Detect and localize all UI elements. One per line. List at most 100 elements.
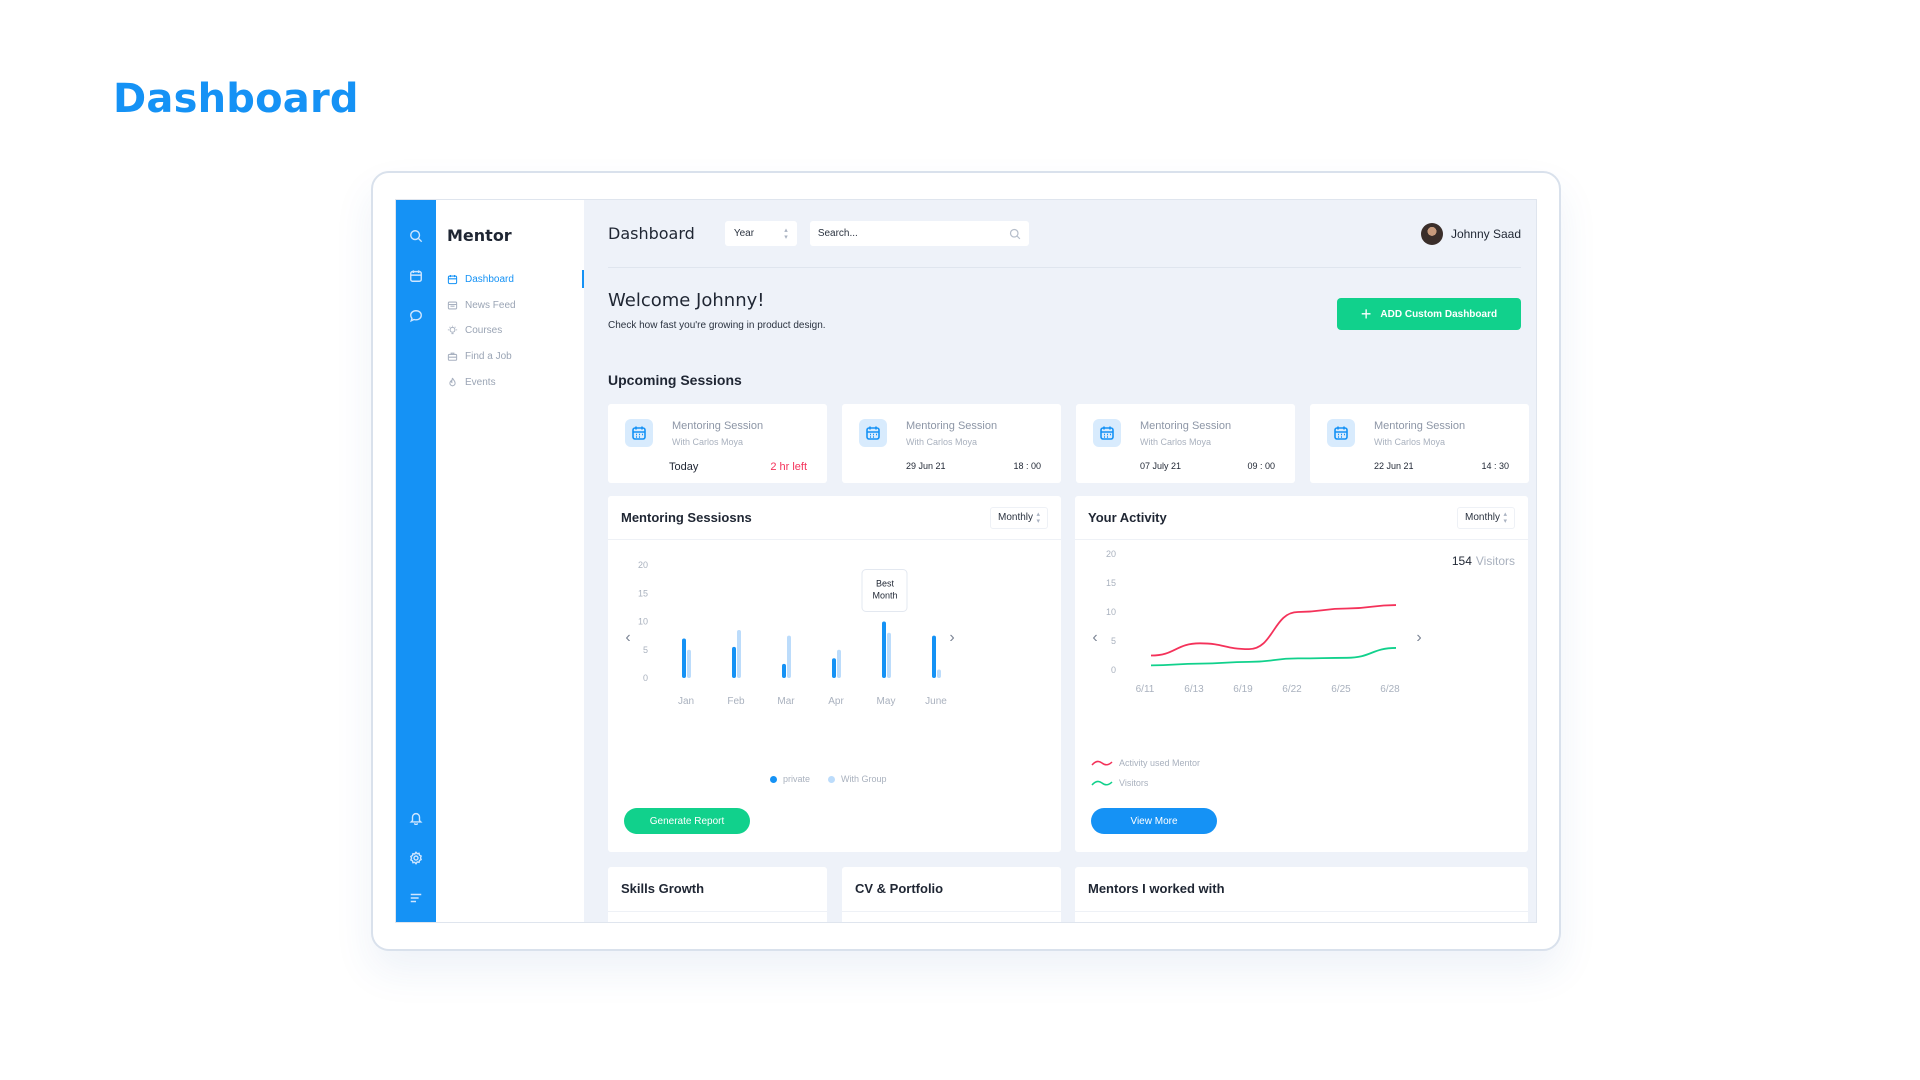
session-card[interactable]: Mentoring Session With Carlos Moya Today…	[608, 404, 827, 483]
session-title: Mentoring Session	[1374, 420, 1466, 432]
mentoring-period-select[interactable]: Monthly ▴ ▾	[990, 506, 1048, 529]
y-tick-label: 10	[1106, 607, 1116, 617]
lightbulb-icon	[447, 326, 458, 335]
sidebar-item-find-a-job[interactable]: Find a Job	[447, 344, 584, 370]
x-tick-label: Feb	[727, 696, 745, 707]
mentoring-sessions-panel: Mentoring Sessiosns Monthly ▴ ▾ 0 5 10 15 20 J…	[608, 496, 1061, 852]
x-tick-label: 6/11	[1136, 684, 1155, 695]
legend-dot-private	[770, 775, 777, 783]
session-card[interactable]: Mentoring Session With Carlos Moya 29 Ju…	[842, 404, 1061, 483]
calendar-icon	[859, 419, 887, 447]
sort-arrows-icon: ▴ ▾	[784, 226, 788, 241]
session-title: Mentoring Session	[906, 420, 998, 432]
legend-line-visitors	[1091, 780, 1113, 786]
mentoring-bar-chart: 0 5 10 15 20 Jan Feb Mar Apr May June ‹ › Best Month	[625, 560, 954, 707]
menu-icon[interactable]	[408, 890, 424, 906]
newspaper-icon	[447, 301, 458, 310]
visitors-label: Visitors	[1475, 554, 1515, 568]
x-tick-label: 6/25	[1331, 684, 1351, 695]
legend-dot-group	[828, 775, 836, 783]
search-icon[interactable]	[1009, 228, 1021, 240]
user-name: Johnny Saad	[1450, 226, 1521, 241]
tooltip-line-2: Month	[872, 591, 897, 601]
generate-report-button[interactable]: Generate Report	[624, 808, 750, 834]
session-time: 14 : 30	[1481, 461, 1509, 471]
activity-period-select[interactable]: Monthly ▴ ▾	[1457, 506, 1515, 529]
sidebar-item-courses[interactable]: Courses	[447, 318, 584, 344]
sidebar-item-news-feed[interactable]: News Feed	[447, 293, 584, 319]
period-select-value: Year	[733, 228, 755, 239]
welcome-block: Welcome Johnny! Check how fast you're gr…	[608, 290, 826, 331]
calendar-icon	[625, 419, 653, 447]
bar-with-group	[887, 632, 891, 678]
main-content: Dashboard Year ▴▾ Johnny Saad Welcome Jo…	[584, 200, 1536, 922]
gear-icon[interactable]	[408, 850, 424, 866]
session-date: 22 Jun 21	[1374, 461, 1414, 471]
add-custom-dashboard-button[interactable]: + ADD Custom Dashboard	[1337, 298, 1521, 330]
sidebar-item-label: News Feed	[465, 299, 516, 311]
session-date: 07 July 21	[1140, 461, 1182, 471]
sort-arrows-icon: ▴ ▾	[1503, 510, 1507, 525]
bar-private	[882, 621, 886, 678]
upcoming-sessions-title: Upcoming Sessions	[608, 372, 742, 388]
plus-icon: +	[1360, 304, 1372, 324]
calendar-icon[interactable]	[408, 268, 424, 284]
bar-with-group	[737, 629, 741, 678]
sidebar-item-events[interactable]: Events	[447, 369, 584, 395]
legend-line-activity	[1091, 760, 1113, 766]
session-card[interactable]: Mentoring Session With Carlos Moya 22 Ju…	[1310, 404, 1529, 483]
search-box	[809, 221, 1029, 246]
y-tick-label: 15	[638, 588, 648, 598]
bar-with-group	[687, 649, 691, 678]
best-month-tooltip	[861, 569, 908, 612]
sidebar-item-label: Courses	[465, 325, 503, 337]
search-icon[interactable]	[408, 228, 424, 244]
x-tick-label: Mar	[777, 696, 795, 707]
flame-icon	[449, 377, 456, 386]
x-tick-label: 6/22	[1282, 684, 1302, 695]
legend-label-visitors: Visitors	[1119, 778, 1149, 788]
view-more-button[interactable]: View More	[1091, 808, 1217, 834]
x-tick-label: Jan	[678, 696, 694, 707]
session-date: 29 Jun 21	[906, 461, 946, 471]
app-window: Mentor Dashboard News Feed Courses Find …	[395, 199, 1537, 923]
y-tick-label: 0	[643, 673, 648, 683]
y-tick-label: 20	[638, 560, 648, 570]
line-legend-visitors: Visitors	[1091, 778, 1148, 788]
header-title: Dashboard	[608, 224, 695, 243]
y-tick-label: 5	[1111, 636, 1116, 646]
bell-icon[interactable]	[408, 810, 424, 826]
search-input[interactable]	[817, 228, 988, 239]
calendar-icon	[1327, 419, 1355, 447]
legend-label-activity: Activity used Mentor	[1119, 758, 1201, 768]
calendar-icon	[447, 275, 458, 285]
sidebar-item-dashboard[interactable]: Dashboard	[447, 267, 584, 293]
session-time: 18 : 00	[1013, 461, 1041, 471]
session-title: Mentoring Session	[672, 420, 764, 432]
line-legend-activity: Activity used Mentor	[1091, 758, 1200, 768]
bar-private	[932, 635, 936, 678]
mentoring-panel-title: Mentoring Sessiosns	[621, 510, 752, 525]
welcome-subtitle: Check how fast you're growing in product…	[608, 320, 826, 331]
visitors-count: 154 Visitors	[1452, 554, 1515, 568]
chat-icon[interactable]	[408, 308, 424, 324]
user-menu[interactable]: Johnny Saad	[1420, 222, 1521, 245]
line-activity-used-mentor	[1150, 604, 1397, 657]
avatar	[1420, 222, 1443, 245]
legend-label-private: private	[783, 774, 811, 784]
bar-private	[732, 646, 736, 678]
period-select[interactable]: Year ▴ ▾	[724, 221, 797, 246]
session-card[interactable]: Mentoring Session With Carlos Moya 07 Ju…	[1076, 404, 1295, 483]
session-time: 2 hr left	[770, 461, 807, 473]
x-tick-label: 6/28	[1380, 684, 1400, 695]
sidebar-item-label: Find a Job	[465, 351, 512, 363]
x-tick-label: May	[877, 696, 896, 707]
chevron-right-icon: ›	[1416, 629, 1421, 646]
chevron-left-icon: ‹	[1092, 629, 1097, 646]
chevron-left-icon: ‹	[625, 629, 630, 646]
briefcase-icon	[447, 352, 458, 361]
activity-period-value: Monthly	[1465, 512, 1501, 523]
y-tick-label: 20	[1106, 549, 1116, 559]
sidebar-item-label: Events	[465, 376, 496, 388]
